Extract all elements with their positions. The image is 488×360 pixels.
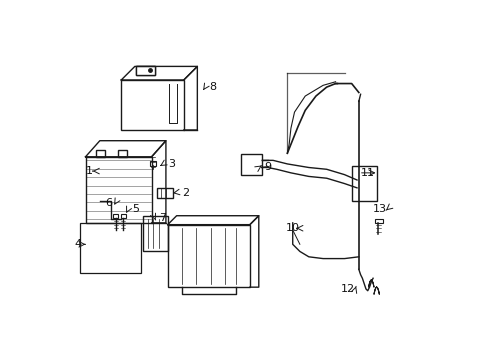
Text: 13: 13: [372, 203, 386, 213]
Bar: [351, 166, 376, 202]
Text: 3: 3: [167, 159, 174, 169]
Bar: [118, 150, 126, 157]
Bar: [96, 150, 105, 157]
Bar: [85, 157, 151, 223]
Bar: [142, 216, 167, 251]
Text: 12: 12: [340, 284, 354, 294]
Bar: [113, 214, 118, 217]
Bar: [135, 66, 155, 75]
Text: 2: 2: [182, 188, 189, 198]
Bar: [121, 80, 183, 130]
Bar: [121, 214, 125, 217]
Text: 6: 6: [105, 198, 112, 208]
Text: 8: 8: [208, 82, 216, 92]
Bar: [80, 223, 141, 273]
Bar: [167, 225, 249, 287]
Bar: [149, 161, 156, 166]
Bar: [241, 154, 261, 175]
Text: 7: 7: [159, 212, 165, 222]
Text: 10: 10: [285, 223, 299, 233]
Text: 1: 1: [85, 166, 92, 176]
Text: 11: 11: [360, 168, 374, 178]
Text: 5: 5: [132, 203, 139, 213]
Text: 9: 9: [264, 162, 271, 172]
Bar: [374, 219, 382, 223]
Text: 4: 4: [75, 239, 82, 249]
Bar: [157, 188, 173, 198]
Bar: [135, 66, 155, 75]
